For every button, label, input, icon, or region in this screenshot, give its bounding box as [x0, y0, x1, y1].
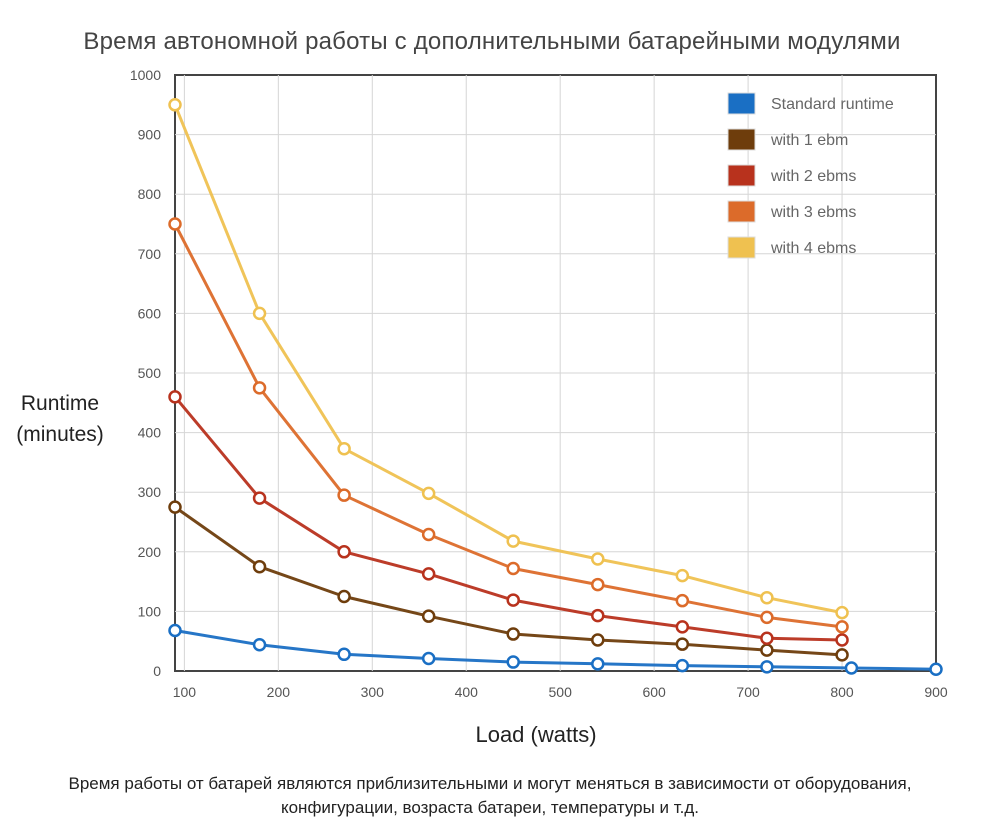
series-1 [168, 500, 849, 662]
series-line [173, 629, 938, 671]
data-point [506, 534, 520, 548]
data-point [760, 660, 774, 674]
data-point [506, 655, 520, 669]
data-point [168, 217, 182, 231]
x-tick-label: 200 [267, 684, 291, 700]
axis-ticks: 0 100 200 300 400 500 600 700 800 900 1000 100 200 30… [130, 67, 948, 700]
legend-label: with 4 ebms [770, 240, 856, 257]
data-point [675, 620, 690, 634]
y-axis-label: Runtime (minutes) [16, 392, 104, 446]
chart-title: Время автономной работы с дополнительным… [83, 28, 901, 55]
y-tick-label: 900 [138, 127, 162, 143]
x-tick-label: 500 [549, 684, 573, 700]
data-point [675, 637, 690, 651]
y-tick-label: 1000 [130, 67, 161, 83]
series-3 [168, 217, 849, 634]
y-tick-label: 0 [153, 663, 161, 679]
data-point [760, 631, 774, 645]
data-point [252, 306, 267, 321]
y-tick-label: 400 [138, 425, 162, 441]
data-point [760, 643, 774, 657]
y-tick-label: 700 [138, 246, 162, 262]
y-tick-label: 200 [138, 544, 162, 560]
legend-swatch [727, 128, 756, 151]
data-point [929, 662, 943, 676]
legend-swatch [727, 92, 756, 115]
y-tick-label: 800 [138, 186, 162, 202]
data-point [421, 486, 436, 501]
data-point [591, 577, 605, 592]
legend-label: Standard runtime [771, 96, 894, 113]
data-point [337, 589, 351, 604]
series-2 [168, 390, 849, 647]
data-point [421, 567, 436, 581]
legend: Standard runtime with 1 ebm with 2 ebms wit… [727, 92, 894, 259]
data-point [252, 638, 267, 652]
data-point [506, 561, 520, 576]
data-point [252, 559, 267, 574]
data-point [506, 627, 520, 641]
data-point [591, 633, 605, 647]
series-0 [168, 623, 943, 676]
data-point [337, 545, 351, 559]
data-point [421, 609, 436, 623]
footnote-caption: Время работы от батарей являются приблиз… [68, 774, 912, 817]
data-point [760, 610, 774, 625]
data-point [591, 657, 605, 671]
data-point [506, 593, 520, 607]
legend-label: with 2 ebms [770, 168, 856, 185]
x-tick-label: 700 [736, 684, 760, 700]
legend-label: with 1 ebm [770, 132, 848, 149]
data-point [591, 608, 605, 623]
data-point [835, 633, 849, 647]
data-point [835, 620, 849, 634]
data-point [421, 651, 436, 666]
data-point [168, 623, 182, 638]
data-point [168, 98, 182, 112]
y-tick-label: 100 [138, 603, 162, 619]
data-point [844, 661, 859, 675]
x-tick-label: 300 [361, 684, 385, 700]
data-point [252, 381, 267, 395]
data-point [252, 491, 267, 505]
data-point [675, 593, 690, 608]
series-group [168, 98, 943, 676]
y-tick-label: 500 [138, 365, 162, 381]
data-point [591, 552, 605, 566]
data-point [337, 488, 351, 502]
data-point [835, 648, 849, 662]
legend-swatch [727, 164, 756, 187]
series-4 [168, 98, 849, 620]
data-point [760, 590, 774, 605]
data-point [337, 441, 351, 456]
data-point [421, 527, 436, 542]
x-tick-label: 900 [924, 684, 948, 700]
x-tick-label: 400 [455, 684, 479, 700]
legend-swatch [727, 236, 756, 259]
x-axis-label: Load (watts) [475, 722, 597, 747]
x-tick-label: 600 [642, 684, 666, 700]
y-tick-label: 300 [138, 484, 162, 500]
legend-swatch [727, 200, 756, 223]
data-point [675, 568, 690, 583]
data-point [337, 647, 351, 662]
data-point [675, 658, 690, 673]
legend-label: with 3 ebms [770, 204, 856, 221]
data-point [168, 500, 182, 514]
y-tick-label: 600 [138, 305, 162, 321]
data-point [168, 390, 182, 404]
data-point [835, 605, 849, 620]
x-tick-label: 100 [173, 684, 197, 700]
x-tick-label: 800 [830, 684, 854, 700]
